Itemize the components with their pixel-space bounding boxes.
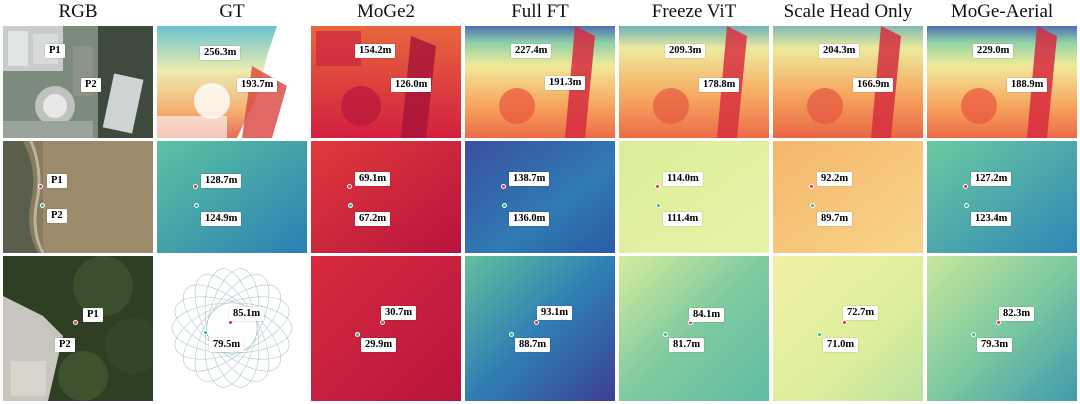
- point-label-p2: P2: [55, 338, 75, 352]
- rgb-image-row1: P1 P2: [3, 26, 153, 138]
- column-header-freeze-vit: Freeze ViT: [651, 1, 737, 22]
- moge2-p2-value: 29.9m: [361, 338, 397, 352]
- moge2-p1-value: 154.2m: [355, 44, 396, 58]
- gt-p2-value: 124.9m: [201, 212, 242, 226]
- scalehead-p2-value: 166.9m: [853, 78, 894, 92]
- moge2-p1-value: 69.1m: [355, 172, 391, 186]
- p1-marker: [380, 320, 385, 325]
- p2-marker: [656, 203, 661, 208]
- rgb-image-row2: P1 P2: [3, 141, 153, 253]
- point-label-p1: P1: [47, 174, 67, 188]
- freezevit-depth-row2: 114.0m 111.4m: [619, 141, 769, 253]
- p2-marker: [810, 203, 815, 208]
- column-header-scale-head: Scale Head Only: [783, 1, 913, 22]
- fullft-depth-row2: 138.7m 136.0m: [465, 141, 615, 253]
- p1-marker: [963, 184, 968, 189]
- fullft-p1-value: 227.4m: [511, 44, 552, 58]
- mogeaerial-p1-value: 229.0m: [973, 44, 1014, 58]
- fullft-p2-value: 88.7m: [515, 338, 551, 352]
- mogeaerial-p1-value: 127.2m: [971, 172, 1012, 186]
- mogeaerial-depth-row2: 127.2m 123.4m: [927, 141, 1077, 253]
- gt-depth-row2: 128.7m 124.9m: [157, 141, 307, 253]
- point-label-p1: P1: [45, 44, 65, 58]
- freezevit-p2-value: 81.7m: [669, 338, 705, 352]
- moge2-p2-value: 126.0m: [391, 78, 432, 92]
- freezevit-p1-value: 209.3m: [665, 44, 706, 58]
- moge2-depth-row2: 69.1m 67.2m: [311, 141, 461, 253]
- fullft-p1-value: 138.7m: [509, 172, 550, 186]
- p1-marker: [996, 320, 1001, 325]
- p1-marker: [534, 320, 539, 325]
- p1-marker: [38, 184, 43, 189]
- scalehead-p1-value: 92.2m: [817, 172, 853, 186]
- column-header-moge2: MoGe2: [356, 1, 416, 22]
- freezevit-p1-value: 84.1m: [689, 308, 725, 322]
- freezevit-depth-row3: 84.1m 81.7m: [619, 256, 769, 401]
- moge2-depth-row1: 154.2m 126.0m: [311, 26, 461, 138]
- mogeaerial-p2-value: 188.9m: [1007, 78, 1048, 92]
- fullft-depth-row1: 227.4m 191.3m: [465, 26, 615, 138]
- fullft-depth-row3: 93.1m 88.7m: [465, 256, 615, 401]
- freezevit-depth-row1: 209.3m 178.8m: [619, 26, 769, 138]
- gt-p1-value: 85.1m: [229, 307, 265, 321]
- moge2-p2-value: 67.2m: [355, 212, 391, 226]
- gt-p2-value: 79.5m: [209, 338, 245, 352]
- p2-marker: [663, 332, 668, 337]
- p2-marker: [971, 332, 976, 337]
- scalehead-p1-value: 204.3m: [819, 44, 860, 58]
- p1-marker: [73, 320, 78, 325]
- gt-p1-value: 128.7m: [201, 174, 242, 188]
- p2-marker: [348, 203, 353, 208]
- fullft-p1-value: 93.1m: [537, 306, 573, 320]
- point-label-p2: P2: [81, 78, 101, 92]
- p2-marker: [194, 203, 199, 208]
- p1-marker: [809, 184, 814, 189]
- fullft-p2-value: 136.0m: [509, 212, 550, 226]
- rgb-image-row3: P1 P2: [3, 256, 153, 401]
- p1-marker: [347, 184, 352, 189]
- freezevit-p2-value: 111.4m: [663, 212, 703, 226]
- scalehead-p1-value: 72.7m: [843, 306, 879, 320]
- column-header-rgb: RGB: [58, 1, 98, 22]
- p2-marker: [964, 203, 969, 208]
- gt-depth-row1: 256.3m 193.7m: [157, 26, 307, 138]
- p1-marker: [193, 184, 198, 189]
- moge2-depth-row3: 30.7m 29.9m: [311, 256, 461, 401]
- mogeaerial-depth-row1: 229.0m 188.9m: [927, 26, 1077, 138]
- mogeaerial-p2-value: 79.3m: [977, 338, 1013, 352]
- scalehead-p2-value: 71.0m: [823, 338, 859, 352]
- mogeaerial-p1-value: 82.3m: [999, 307, 1035, 321]
- p2-marker: [355, 332, 360, 337]
- point-label-p1: P1: [83, 308, 103, 322]
- freezevit-p2-value: 178.8m: [699, 78, 740, 92]
- p1-marker: [655, 184, 660, 189]
- gt-p1-value: 256.3m: [200, 46, 241, 60]
- p2-marker: [502, 203, 507, 208]
- p1-marker: [842, 320, 847, 325]
- column-header-gt: GT: [219, 1, 245, 22]
- column-header-full-ft: Full FT: [511, 1, 569, 22]
- gt-p2-value: 193.7m: [237, 78, 278, 92]
- gt-depth-row3: 85.1m 79.5m: [157, 256, 307, 401]
- p2-marker: [509, 332, 514, 337]
- p1-marker: [501, 184, 506, 189]
- point-label-p2: P2: [47, 209, 67, 223]
- p2-marker: [203, 330, 208, 335]
- scalehead-p2-value: 89.7m: [817, 212, 853, 226]
- scalehead-depth-row3: 72.7m 71.0m: [773, 256, 923, 401]
- p2-marker: [40, 203, 45, 208]
- p2-marker: [817, 332, 822, 337]
- mogeaerial-p2-value: 123.4m: [971, 212, 1012, 226]
- column-header-moge-aerial: MoGe-Aerial: [950, 1, 1054, 22]
- scalehead-depth-row1: 204.3m 166.9m: [773, 26, 923, 138]
- freezevit-p1-value: 114.0m: [663, 172, 703, 186]
- mogeaerial-depth-row3: 82.3m 79.3m: [927, 256, 1077, 401]
- fullft-p2-value: 191.3m: [545, 76, 586, 90]
- scalehead-depth-row2: 92.2m 89.7m: [773, 141, 923, 253]
- moge2-p1-value: 30.7m: [381, 306, 417, 320]
